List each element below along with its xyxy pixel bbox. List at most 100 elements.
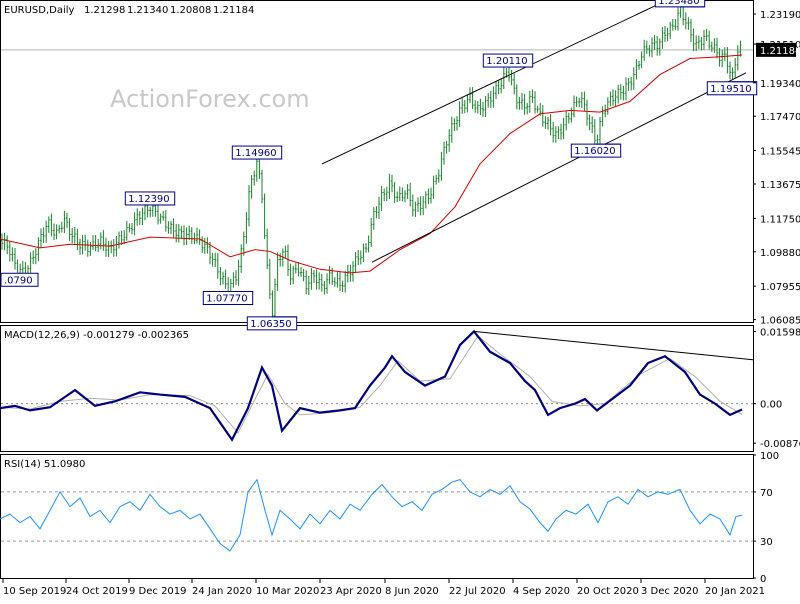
price-candle (705, 28, 708, 41)
price-candle (703, 29, 705, 50)
price-candle (515, 84, 518, 110)
price-candle (393, 182, 396, 203)
price-candle (300, 266, 302, 277)
price-candle (133, 212, 136, 236)
price-candle (354, 251, 357, 273)
price-candle (404, 190, 406, 203)
price-candle (339, 271, 341, 292)
price-candle (606, 97, 609, 115)
price-candle (3, 232, 6, 251)
price-candle (609, 91, 612, 107)
price-candle (315, 269, 318, 290)
price-candle (235, 270, 237, 286)
price-candle (362, 243, 365, 263)
price-header-symbol: EURUSD,Daily (4, 5, 75, 16)
price-candle (268, 258, 271, 300)
price-candle (68, 218, 71, 241)
price-candle (198, 229, 201, 245)
price-annotation: 1.20110 (482, 53, 534, 68)
price-candle (731, 67, 734, 80)
price-candle (310, 268, 313, 290)
price-candle (690, 19, 692, 42)
price-candle (253, 170, 256, 186)
price-candle (170, 220, 172, 235)
rsi-axis-label: 0 (760, 574, 766, 585)
price-candle (341, 280, 344, 293)
price-candle (214, 252, 217, 268)
price-candle (479, 98, 482, 116)
price-candle (697, 35, 700, 50)
price-axis-label: 1.09880 (760, 248, 800, 259)
price-candle (521, 92, 523, 110)
rsi-axis-label: 30 (760, 537, 773, 548)
rsi-layer (0, 478, 753, 552)
price-axis-label: 1.13675 (760, 180, 800, 191)
price-axis-label: 1.15545 (760, 147, 800, 158)
price-candle (50, 213, 53, 237)
price-candle (651, 37, 653, 58)
x-axis-label: 24 Oct 2019 (66, 586, 128, 597)
price-candle (508, 66, 510, 82)
price-candle (323, 280, 326, 295)
price-candle (586, 99, 588, 126)
x-axis-label: 20 Oct 2020 (577, 586, 639, 597)
price-candle (575, 96, 578, 107)
price-layer: 1.23480 1.20110 1.19510 1.16020 1.14960 1.123… (0, 0, 758, 331)
price-candle (432, 175, 435, 199)
price-candle (159, 213, 162, 224)
price-candle (289, 263, 292, 285)
price-candle (721, 49, 724, 68)
price-candle (736, 45, 739, 71)
price-axis-label: 1.07955 (760, 282, 800, 293)
price-candle (89, 241, 92, 256)
svg-text:1.20110: 1.20110 (486, 56, 527, 67)
macd-axis-label: 0.015983 (760, 327, 800, 338)
price-candle (445, 140, 448, 154)
price-candle (492, 86, 495, 108)
price-candle (336, 272, 339, 288)
price-candle (271, 290, 274, 322)
price-candle (206, 237, 209, 254)
price-candle (1, 233, 3, 250)
price-candle (401, 187, 404, 202)
price-candle (149, 206, 152, 218)
price-candle (554, 126, 557, 143)
price-candle (411, 194, 414, 217)
price-candle (11, 247, 14, 262)
price-candle (398, 186, 401, 202)
rsi-header: RSI(14) 51.0980 (4, 459, 85, 470)
price-candle (734, 58, 737, 79)
price-candle (612, 89, 614, 106)
price-candle (427, 188, 430, 205)
price-header-close: 1.21184 (213, 5, 254, 16)
price-candle (614, 90, 617, 107)
price-candle (687, 17, 690, 30)
price-candle (188, 225, 191, 241)
price-candle (99, 232, 102, 250)
price-candle (409, 182, 412, 207)
channel-lower-line (371, 72, 747, 263)
price-candle (240, 244, 243, 273)
price-candle (456, 116, 458, 131)
price-candle (531, 89, 534, 103)
price-candle (484, 95, 487, 118)
price-candle (461, 98, 464, 114)
price-candle (489, 90, 492, 109)
watermark: ActionForex.com (110, 85, 310, 113)
price-candle (284, 245, 287, 259)
price-candle (625, 77, 627, 101)
price-candle (580, 91, 583, 108)
price-candle (700, 36, 703, 51)
price-candle (549, 114, 552, 136)
price-candle (378, 196, 380, 219)
price-annotation: 1.19510 (706, 81, 758, 96)
price-candle (547, 116, 549, 130)
price-candle (138, 211, 141, 225)
price-candle (237, 259, 240, 286)
price-annotation: 1.12390 (124, 191, 176, 206)
price-axis-label: 1.19340 (760, 79, 800, 90)
macd-axis-label: 0.00 (760, 400, 782, 411)
x-axis-label: 9 Dec 2019 (129, 586, 187, 597)
price-candle (417, 197, 419, 212)
price-candle (710, 41, 713, 52)
